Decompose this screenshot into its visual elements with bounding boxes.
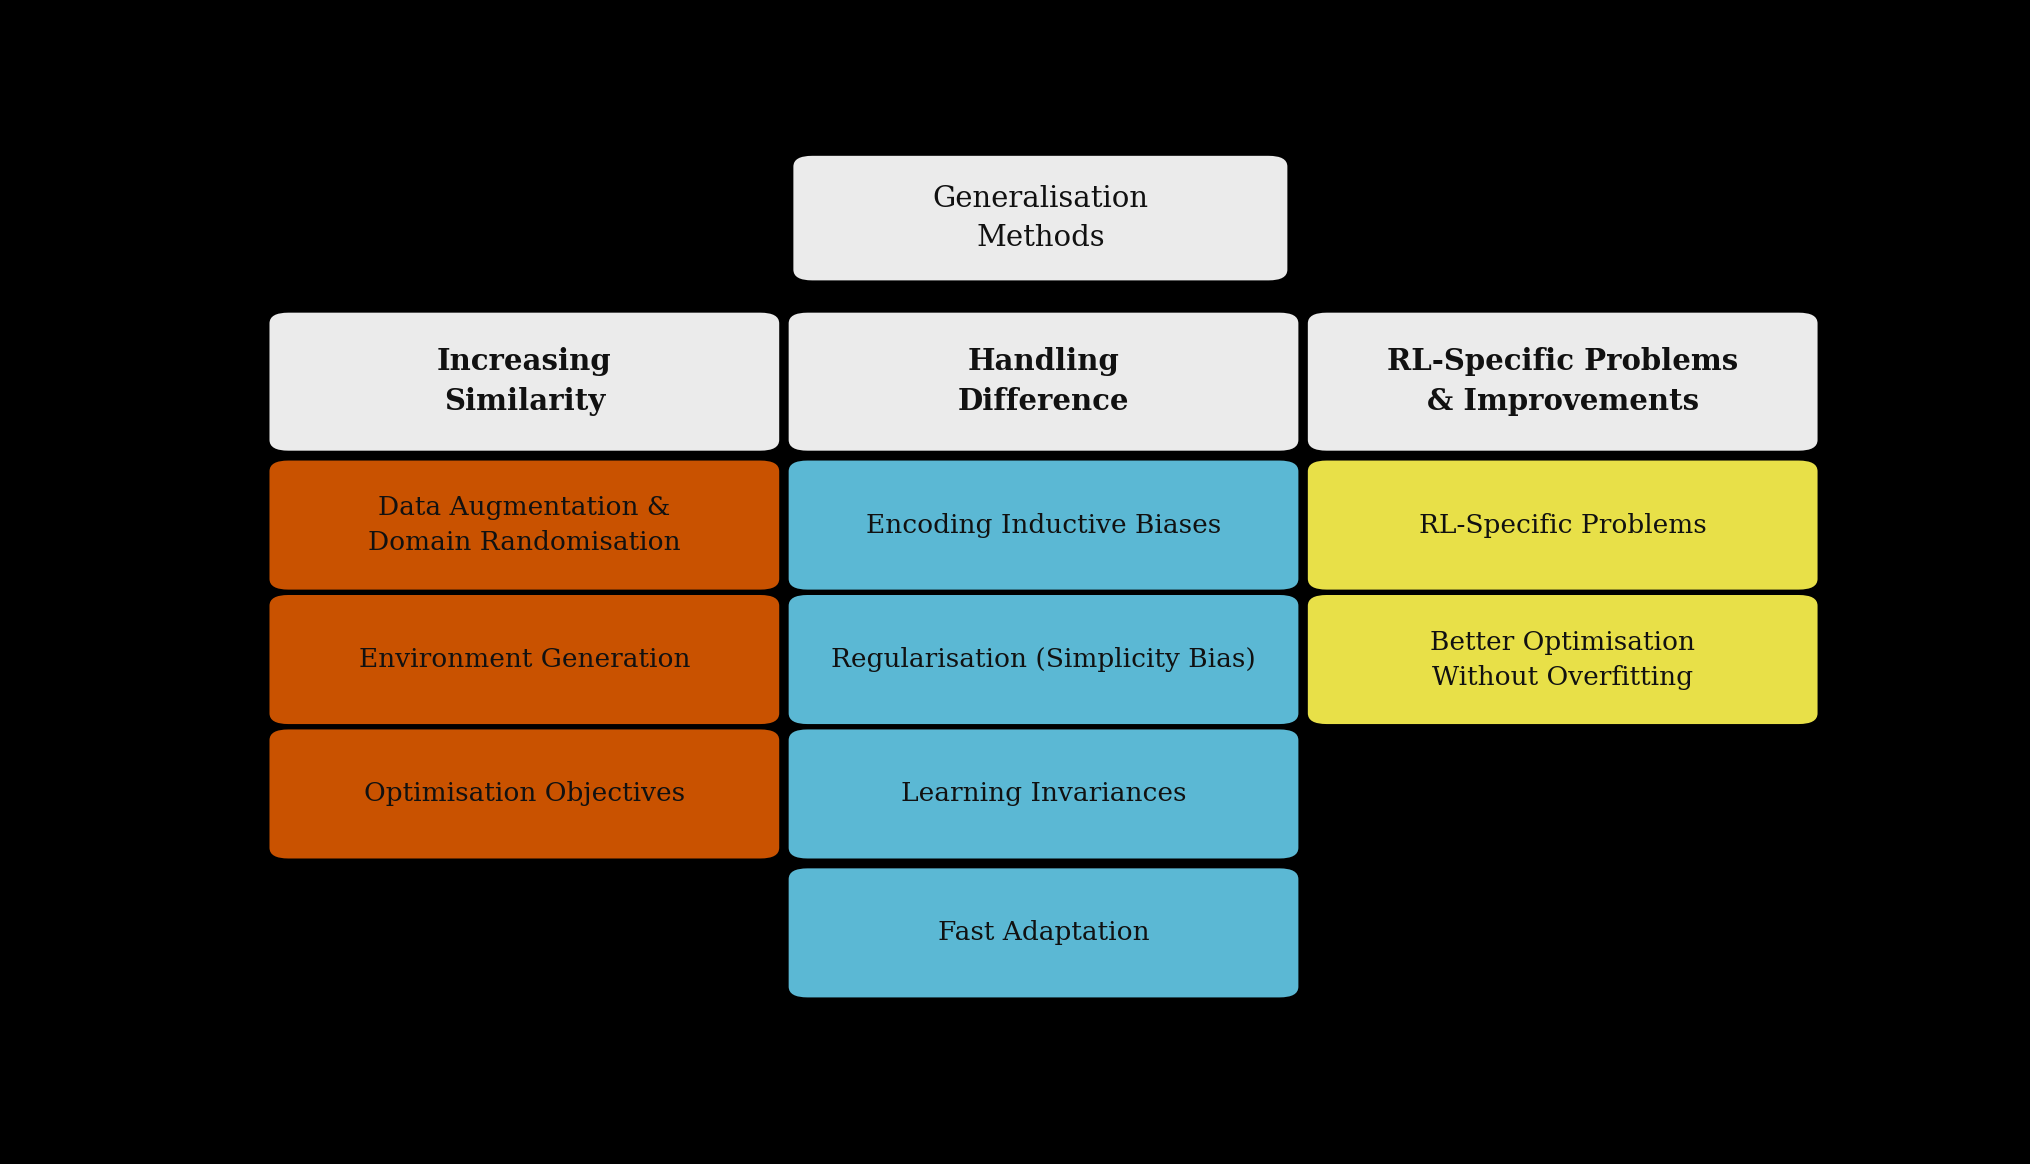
Text: RL-Specific Problems
& Improvements: RL-Specific Problems & Improvements: [1386, 347, 1738, 417]
Text: Generalisation
Methods: Generalisation Methods: [932, 185, 1149, 251]
FancyBboxPatch shape: [788, 868, 1299, 998]
FancyBboxPatch shape: [788, 730, 1299, 859]
FancyBboxPatch shape: [1307, 595, 1817, 724]
Text: Environment Generation: Environment Generation: [359, 647, 690, 672]
Text: Regularisation (Simplicity Bias): Regularisation (Simplicity Bias): [830, 647, 1257, 672]
FancyBboxPatch shape: [788, 461, 1299, 590]
Text: Data Augmentation &
Domain Randomisation: Data Augmentation & Domain Randomisation: [367, 495, 680, 555]
Text: Learning Invariances: Learning Invariances: [901, 781, 1186, 807]
Text: Fast Adaptation: Fast Adaptation: [938, 921, 1149, 945]
FancyBboxPatch shape: [270, 461, 780, 590]
Text: RL-Specific Problems: RL-Specific Problems: [1419, 512, 1707, 538]
Text: Encoding Inductive Biases: Encoding Inductive Biases: [867, 512, 1222, 538]
FancyBboxPatch shape: [788, 313, 1299, 450]
FancyBboxPatch shape: [788, 595, 1299, 724]
Text: Better Optimisation
Without Overfitting: Better Optimisation Without Overfitting: [1431, 630, 1695, 689]
FancyBboxPatch shape: [1307, 461, 1817, 590]
Text: Handling
Difference: Handling Difference: [958, 347, 1129, 417]
FancyBboxPatch shape: [270, 313, 780, 450]
FancyBboxPatch shape: [270, 595, 780, 724]
FancyBboxPatch shape: [1307, 313, 1817, 450]
Text: Optimisation Objectives: Optimisation Objectives: [363, 781, 684, 807]
FancyBboxPatch shape: [270, 730, 780, 859]
FancyBboxPatch shape: [794, 156, 1287, 281]
Text: Increasing
Similarity: Increasing Similarity: [436, 347, 611, 417]
